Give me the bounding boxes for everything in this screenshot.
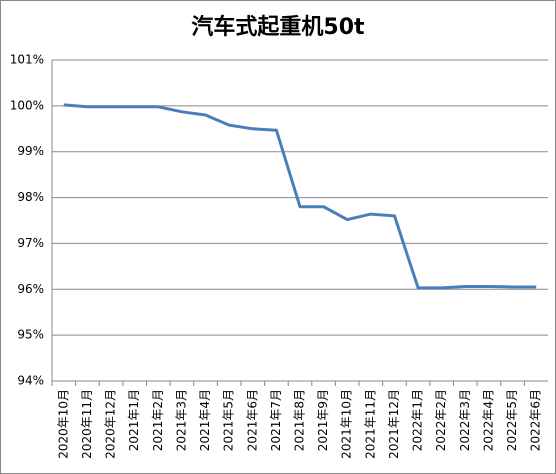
y-tick-label: 95% <box>17 328 44 342</box>
x-tick-label: 2022年1月 <box>411 389 425 451</box>
x-tick-label: 2020年10月 <box>56 389 70 459</box>
x-tick-label: 2021年5月 <box>222 389 236 451</box>
chart-title: 汽车式起重机50t <box>191 14 365 40</box>
y-tick-label: 101% <box>10 53 44 67</box>
x-tick-label: 2021年6月 <box>245 389 259 451</box>
x-tick-label: 2021年2月 <box>151 389 165 451</box>
x-tick-label: 2021年7月 <box>269 389 283 451</box>
x-tick-label: 2022年5月 <box>505 389 519 451</box>
x-tick-label: 2022年3月 <box>458 389 472 451</box>
x-tick-label: 2021年12月 <box>387 389 401 459</box>
y-tick-label: 97% <box>17 236 44 250</box>
x-tick-label: 2020年12月 <box>104 389 118 459</box>
data-line <box>63 103 537 290</box>
y-tick-label: 99% <box>17 144 44 158</box>
y-tick-label: 94% <box>17 374 44 388</box>
x-tick-label: 2021年9月 <box>316 389 330 451</box>
x-tick-label: 2021年8月 <box>293 389 307 451</box>
y-tick-label: 98% <box>17 190 44 204</box>
x-tick-label: 2021年10月 <box>340 389 354 459</box>
x-tick-label: 2022年2月 <box>434 389 448 451</box>
x-tick-label: 2021年11月 <box>363 389 377 459</box>
x-tick-label: 2021年1月 <box>127 389 141 451</box>
x-tick-label: 2021年3月 <box>174 389 188 451</box>
x-tick-label: 2021年4月 <box>198 389 212 451</box>
y-tick-label: 100% <box>10 98 44 112</box>
y-tick-label: 96% <box>17 282 44 296</box>
x-tick-label: 2022年6月 <box>529 389 543 451</box>
x-tick-label: 2022年4月 <box>481 389 495 451</box>
x-tick-label: 2020年11月 <box>80 389 94 459</box>
